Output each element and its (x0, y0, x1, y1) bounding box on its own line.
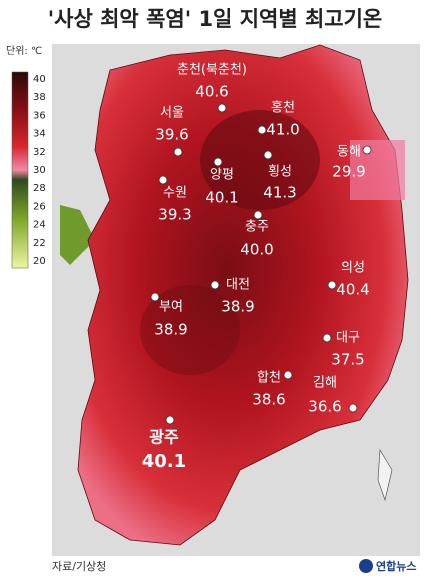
hot-zone (140, 285, 240, 375)
city-dot (283, 370, 293, 380)
city-dot (165, 415, 175, 425)
legend-label: 36 (33, 110, 46, 121)
city-name: 횡성 (268, 165, 292, 180)
legend-label: 32 (33, 147, 46, 158)
city: 동해 29.9 (332, 145, 372, 181)
cool-zone (350, 140, 405, 200)
city-name: 충주 (245, 220, 269, 235)
city-dot (210, 280, 220, 290)
legend-label: 22 (33, 238, 46, 249)
city-dot (213, 157, 223, 167)
city-dot (263, 150, 273, 160)
city-name: 홍천 (271, 101, 295, 116)
city-dot (158, 175, 168, 185)
city: 서울 39.6 (155, 106, 189, 157)
city-value: 40.1 (142, 451, 186, 472)
legend-label: 30 (33, 165, 46, 176)
legend: 40 38 36 34 32 30 28 26 24 22 20 (33, 74, 46, 267)
legend-label: 40 (33, 74, 46, 85)
city-dot (173, 147, 183, 157)
legend-label: 38 (33, 92, 46, 103)
unit-label: 단위: ℃ (6, 44, 42, 57)
city: 수원 39.3 (158, 175, 192, 224)
title: '사상 최악 폭염' 1일 지역별 최고기온 (48, 7, 383, 31)
city-dot (217, 103, 227, 113)
source: 자료/기상청 (52, 560, 106, 573)
city: 홍천 41.0 (257, 101, 300, 139)
city-value: 41.3 (263, 184, 296, 202)
city-value: 40.6 (195, 83, 228, 101)
city-name: 합천 (257, 371, 281, 386)
city: 광주 40.1 (142, 415, 186, 472)
city-name: 양평 (210, 168, 234, 183)
logo: 연합뉴스 (376, 559, 416, 573)
city: 합천 38.6 (252, 370, 293, 409)
city: 의성 40.4 (327, 261, 370, 299)
cities: 춘천(북춘천) 40.6 서울 39.6 홍천 41.0 동해 29.9 양평 40.1 횡성 41.… (142, 63, 372, 472)
logo-icon (359, 559, 373, 573)
city-dot (253, 210, 263, 220)
city-value: 29.9 (332, 163, 365, 181)
city-value: 39.3 (158, 206, 191, 224)
city-value: 38.9 (154, 321, 187, 339)
land (77, 44, 409, 546)
city: 대구 37.5 (322, 331, 365, 369)
city-name: 부여 (159, 300, 183, 315)
city: 대전 38.9 (210, 278, 255, 316)
city-dot (327, 280, 337, 290)
city-dot (257, 125, 267, 135)
city-name: 동해 (337, 145, 361, 160)
legend-bar (11, 71, 29, 269)
city-name: 수원 (163, 186, 187, 201)
city-name: 김해 (313, 376, 337, 391)
city-value: 40.0 (240, 241, 273, 259)
city-value: 41.0 (266, 121, 299, 139)
city-value: 36.6 (308, 398, 341, 416)
city: 충주 40.0 (240, 210, 274, 259)
island-east (377, 449, 393, 502)
city-name: 대구 (336, 331, 360, 346)
city: 양평 40.1 (205, 157, 239, 207)
legend-label: 28 (33, 183, 46, 194)
city: 부여 38.9 (150, 292, 188, 339)
city-name: 의성 (341, 261, 365, 276)
city: 춘천(북춘천) 40.6 (177, 63, 247, 113)
city-value: 38.6 (252, 391, 285, 409)
legend-label: 20 (33, 256, 46, 267)
city: 횡성 41.3 (263, 150, 297, 202)
city-value: 40.4 (336, 281, 369, 299)
legend-label: 24 (33, 220, 46, 231)
city-dot (348, 403, 358, 413)
legend-label: 34 (33, 129, 46, 140)
city: 김해 36.6 (308, 376, 358, 416)
city-dot (322, 333, 332, 343)
hot-zone (200, 110, 320, 210)
city-value: 39.6 (155, 126, 188, 144)
city-name: 춘천(북춘천) (177, 63, 247, 78)
city-value: 38.9 (221, 298, 254, 316)
legend-label: 26 (33, 201, 46, 212)
city-name: 서울 (160, 106, 184, 121)
city-value: 40.1 (205, 189, 238, 207)
island (60, 205, 95, 265)
city-dot (362, 145, 372, 155)
city-value: 37.5 (331, 351, 364, 369)
city-name: 광주 (149, 428, 179, 447)
city-name: 대전 (226, 278, 250, 293)
city-dot (150, 292, 160, 302)
